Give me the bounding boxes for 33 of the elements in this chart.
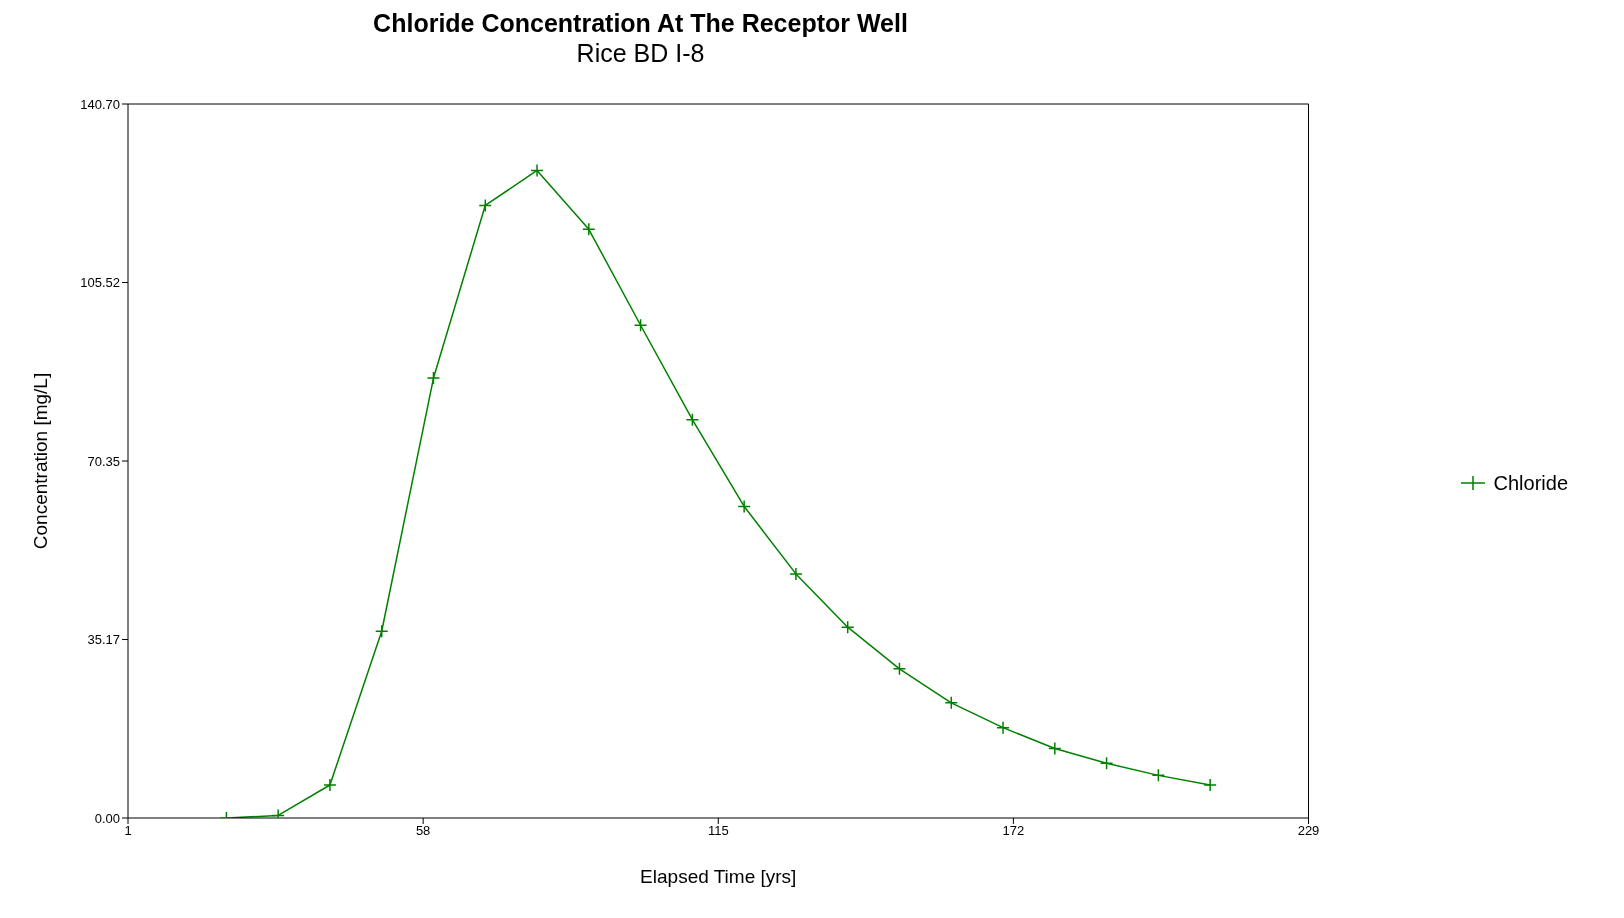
legend-label: Chloride bbox=[1493, 471, 1568, 495]
y-axis-title: Concentration [mg/L] bbox=[29, 372, 51, 550]
point bbox=[1151, 768, 1166, 783]
x-tick-label: 229 bbox=[1297, 823, 1320, 839]
point bbox=[944, 696, 958, 710]
point bbox=[426, 371, 441, 385]
point bbox=[892, 662, 907, 676]
point bbox=[582, 222, 596, 237]
point bbox=[478, 198, 493, 213]
point bbox=[789, 567, 803, 581]
y-tick-label: 140.70 bbox=[80, 96, 120, 112]
point bbox=[374, 624, 389, 638]
x-tick-label: 172 bbox=[1002, 823, 1025, 839]
y-tick-label: 70.35 bbox=[87, 453, 120, 469]
point bbox=[737, 499, 751, 514]
point bbox=[633, 318, 648, 332]
x-axis-title: Elapsed Time [yrs] bbox=[640, 866, 797, 887]
point bbox=[1048, 741, 1062, 756]
point bbox=[530, 163, 544, 178]
x-tick-label: 1 bbox=[124, 823, 132, 839]
x-tick-label: 58 bbox=[415, 823, 431, 839]
x-tick-label: 115 bbox=[707, 823, 729, 839]
point bbox=[1099, 756, 1114, 770]
y-tick-label: 0.00 bbox=[94, 810, 120, 826]
y-tick-label: 35.17 bbox=[87, 632, 120, 648]
chart-title: Chloride Concentration At The Receptor Well bbox=[372, 8, 909, 38]
y-tick-label: 105.52 bbox=[80, 275, 120, 291]
point bbox=[996, 720, 1010, 735]
point bbox=[840, 620, 855, 634]
point bbox=[323, 778, 337, 792]
point bbox=[685, 412, 700, 427]
point bbox=[1203, 778, 1217, 792]
chart-subtitle: Rice BD I-8 bbox=[575, 38, 706, 68]
